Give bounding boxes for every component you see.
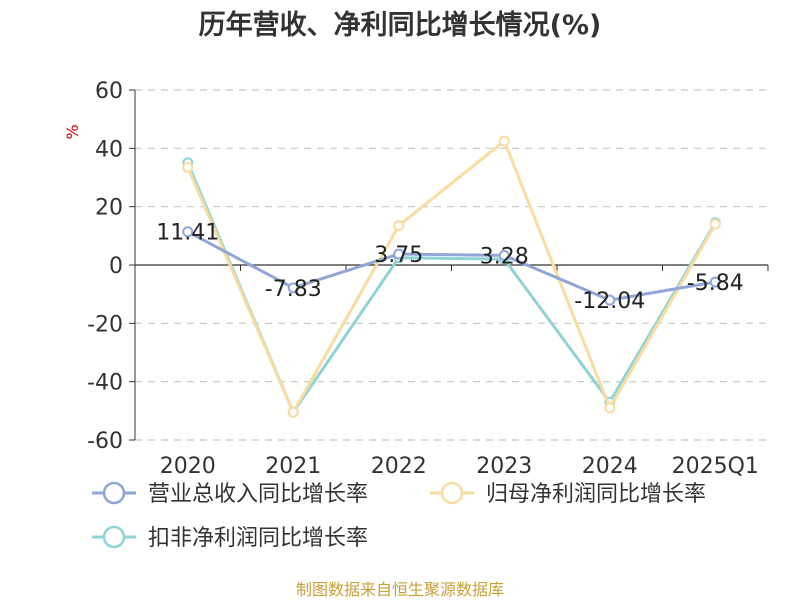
legend-label: 扣非净利润同比增长率 bbox=[148, 526, 368, 551]
y-tick-label: 20 bbox=[95, 196, 123, 221]
data-label: -5.84 bbox=[687, 271, 744, 296]
data-point bbox=[287, 282, 299, 294]
y-tick-label: -60 bbox=[87, 429, 123, 454]
series-line bbox=[187, 230, 716, 302]
data-point bbox=[393, 248, 405, 260]
legend-marker bbox=[102, 525, 126, 549]
legend-label: 归母净利润同比增长率 bbox=[486, 482, 706, 507]
y-tick-label: -40 bbox=[87, 371, 123, 396]
y-tick-label: 0 bbox=[109, 254, 123, 279]
legend-item[interactable]: 营业总收入同比增长率 bbox=[92, 481, 368, 507]
data-point bbox=[182, 226, 194, 238]
x-tick-label: 2025Q1 bbox=[672, 454, 759, 479]
legend-item[interactable]: 归母净利润同比增长率 bbox=[430, 481, 706, 507]
data-point bbox=[498, 135, 510, 147]
x-tick-label: 2023 bbox=[476, 454, 532, 479]
legend-marker bbox=[102, 481, 126, 505]
data-label: -7.83 bbox=[265, 277, 322, 302]
data-label: -12.04 bbox=[574, 289, 645, 314]
x-tick-label: 2024 bbox=[582, 454, 638, 479]
legend-item[interactable]: 扣非净利润同比增长率 bbox=[92, 525, 368, 551]
x-tick-label: 2021 bbox=[265, 454, 321, 479]
y-tick-label: 40 bbox=[95, 137, 123, 162]
y-tick-label: -20 bbox=[87, 312, 123, 337]
series-line bbox=[186, 139, 717, 414]
data-point bbox=[498, 249, 510, 261]
axes: -60 -40 -20 0 20 40 60 2020 2021 2022 2023 2024 2025… bbox=[87, 79, 769, 479]
data-point bbox=[182, 161, 194, 173]
data-label: 3.28 bbox=[480, 244, 529, 269]
data-label: 11.41 bbox=[156, 221, 219, 246]
grid bbox=[135, 89, 768, 441]
data-point bbox=[393, 220, 405, 232]
chart-title: 历年营收、净利同比增长情况(%) bbox=[199, 9, 602, 41]
y-axis-unit: % bbox=[63, 124, 82, 139]
data-point bbox=[604, 402, 616, 414]
y-tick-label: 60 bbox=[95, 79, 123, 104]
legend-label: 营业总收入同比增长率 bbox=[148, 482, 368, 507]
x-tick-label: 2020 bbox=[160, 454, 216, 479]
source-note: 制图数据来自恒生聚源数据库 bbox=[296, 580, 504, 599]
data-labels: 11.41 -7.83 3.75 3.28 -12.04 -5.84 bbox=[156, 221, 743, 314]
data-point bbox=[604, 294, 616, 306]
data-point bbox=[709, 276, 721, 288]
data-point bbox=[287, 406, 299, 418]
data-label: 3.75 bbox=[374, 243, 423, 268]
series-lines bbox=[182, 135, 721, 418]
data-point bbox=[709, 218, 721, 230]
x-tick-label: 2022 bbox=[371, 454, 427, 479]
legend-marker bbox=[440, 481, 464, 505]
